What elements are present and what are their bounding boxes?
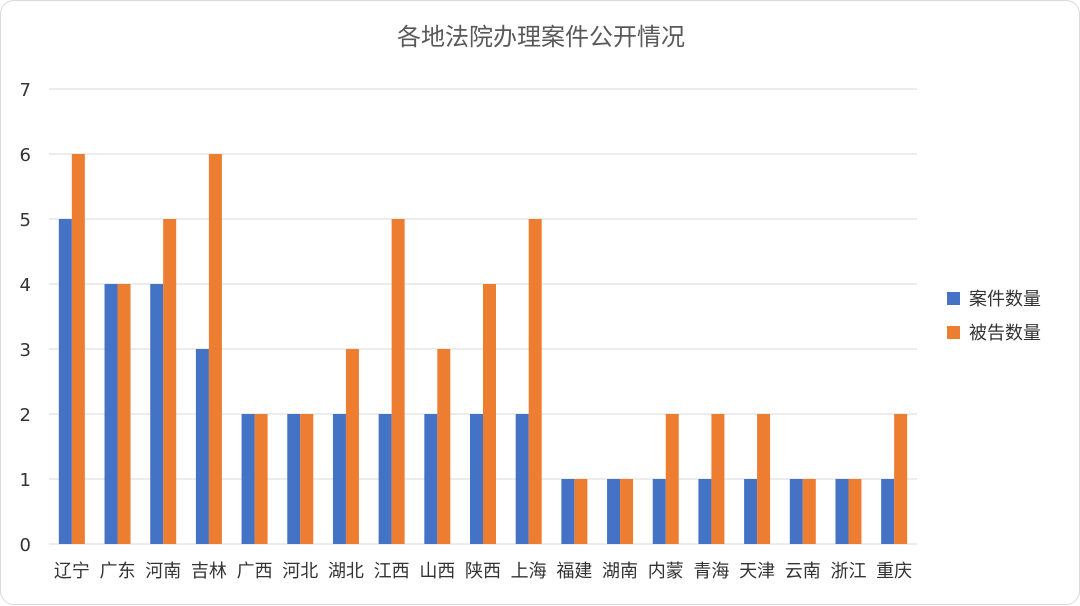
bar-defendant-count bbox=[163, 219, 177, 544]
x-tick-label: 吉林 bbox=[191, 561, 227, 582]
bar-defendant-count bbox=[574, 479, 588, 544]
legend-label: 案件数量 bbox=[969, 289, 1041, 310]
x-tick-label: 河北 bbox=[282, 561, 318, 582]
legend-label: 被告数量 bbox=[969, 323, 1041, 344]
bar-case-count bbox=[104, 284, 118, 544]
bar-defendant-count bbox=[117, 284, 131, 544]
y-tick-label: 4 bbox=[20, 275, 31, 296]
y-axis-ticks: 0 1 2 3 4 5 6 7 bbox=[20, 80, 31, 556]
bar-case-count bbox=[835, 479, 849, 544]
bar-case-count bbox=[378, 414, 392, 544]
bar-case-count bbox=[789, 479, 803, 544]
x-tick-label: 重庆 bbox=[876, 561, 912, 582]
bar-defendant-count bbox=[254, 414, 268, 544]
chart-title: 各地法院办理案件公开情况 bbox=[397, 23, 685, 51]
legend-swatch bbox=[947, 326, 960, 339]
legend-swatch bbox=[947, 292, 960, 305]
bar-defendant-count bbox=[208, 154, 222, 544]
bar-defendant-count bbox=[345, 349, 359, 544]
bar-case-count bbox=[470, 414, 483, 544]
x-tick-label: 河南 bbox=[145, 561, 181, 582]
x-tick-label: 内蒙 bbox=[648, 561, 684, 582]
y-tick-label: 2 bbox=[20, 405, 31, 426]
x-axis-ticks: 辽宁 广东 河南 吉林 广西 河北 湖北 江西 山西 陕西 上海 福建 湖南 内蒙 青海 天津 云南 浙江 重庆 bbox=[54, 561, 912, 582]
y-tick-label: 3 bbox=[20, 340, 31, 361]
bar-defendant-count bbox=[300, 414, 314, 544]
bar-defendant-count bbox=[757, 414, 771, 544]
x-tick-label: 辽宁 bbox=[54, 561, 90, 582]
bar-defendant-count bbox=[483, 284, 496, 544]
x-tick-label: 广西 bbox=[237, 561, 273, 582]
bar-case-count bbox=[652, 479, 666, 544]
bar-defendant-count bbox=[528, 219, 542, 544]
x-tick-label: 天津 bbox=[739, 561, 775, 582]
y-tick-label: 6 bbox=[20, 145, 31, 166]
bar-defendant-count bbox=[894, 414, 908, 544]
y-tick-label: 1 bbox=[20, 470, 31, 491]
x-tick-label: 湖北 bbox=[328, 561, 364, 582]
x-tick-label: 广东 bbox=[100, 561, 136, 582]
x-tick-label: 青海 bbox=[693, 561, 729, 582]
bar-case-count bbox=[241, 414, 255, 544]
bar-case-count bbox=[698, 479, 712, 544]
bar-defendant-count bbox=[391, 219, 405, 544]
x-tick-label: 福建 bbox=[556, 561, 592, 582]
bar-defendant-count bbox=[802, 479, 816, 544]
x-tick-label: 山西 bbox=[419, 561, 455, 582]
bar-case-count bbox=[150, 284, 164, 544]
y-tick-label: 5 bbox=[20, 210, 31, 231]
bar-case-count bbox=[424, 414, 438, 544]
x-tick-label: 浙江 bbox=[830, 561, 866, 582]
bar-defendant-count bbox=[711, 414, 725, 544]
x-tick-label: 湖南 bbox=[602, 561, 638, 582]
x-tick-label: 陕西 bbox=[465, 561, 501, 582]
bar-case-count bbox=[58, 219, 72, 544]
x-tick-label: 江西 bbox=[374, 561, 410, 582]
bars bbox=[58, 154, 908, 544]
bar-case-count bbox=[195, 349, 209, 544]
bar-case-count bbox=[287, 414, 301, 544]
bar-defendant-count bbox=[665, 414, 679, 544]
bar-case-count bbox=[607, 479, 621, 544]
bar-case-count bbox=[515, 414, 529, 544]
bar-defendant-count bbox=[848, 479, 862, 544]
y-tick-label: 7 bbox=[20, 80, 31, 101]
bar-defendant-count bbox=[620, 479, 634, 544]
bar-case-count bbox=[332, 414, 346, 544]
x-tick-label: 云南 bbox=[785, 561, 821, 582]
bar-defendant-count bbox=[71, 154, 85, 544]
bar-defendant-count bbox=[437, 349, 451, 544]
bar-case-count bbox=[561, 479, 575, 544]
x-tick-label: 上海 bbox=[511, 561, 547, 582]
y-tick-label: 0 bbox=[20, 535, 31, 556]
bar-case-count bbox=[881, 479, 895, 544]
bar-case-count bbox=[744, 479, 758, 544]
